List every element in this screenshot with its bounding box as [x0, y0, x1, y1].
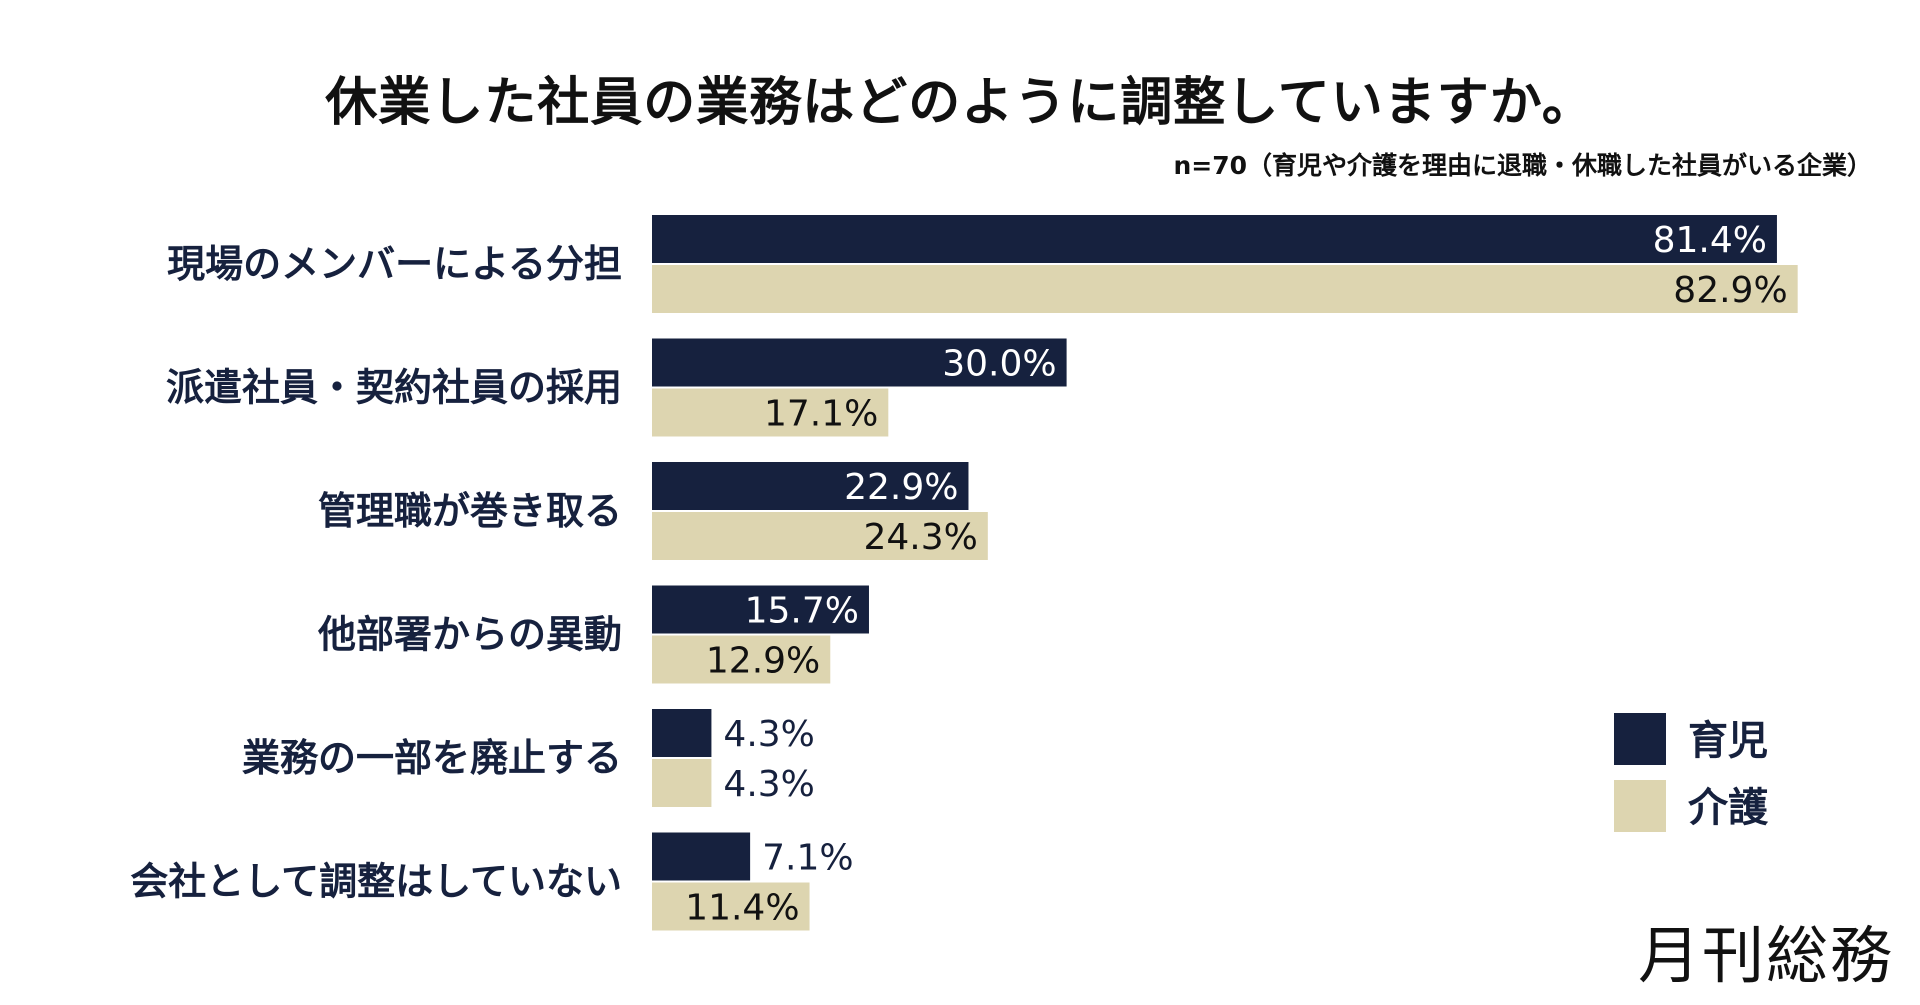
- legend-label: 介護: [1688, 785, 1769, 831]
- data-label: 11.4%: [685, 888, 799, 929]
- bar-kaigo: [652, 759, 711, 807]
- bar-ikuji: [652, 833, 750, 881]
- data-label: 81.4%: [1653, 220, 1767, 261]
- category-label: 業務の一部を廃止する: [242, 736, 622, 780]
- category-label: 派遣社員・契約社員の採用: [166, 366, 622, 410]
- data-label: 24.3%: [863, 517, 977, 558]
- data-label: 4.3%: [723, 764, 814, 805]
- category-label: 管理職が巻き取る: [318, 489, 622, 533]
- bar-kaigo: [652, 265, 1798, 313]
- bar-ikuji: [652, 215, 1777, 263]
- legend-swatch: [1614, 713, 1666, 765]
- data-label: 22.9%: [844, 467, 958, 508]
- category-label: 会社として調整はしていない: [130, 860, 622, 904]
- data-label: 12.9%: [706, 641, 820, 682]
- data-label: 30.0%: [942, 344, 1056, 385]
- data-label: 15.7%: [745, 591, 859, 632]
- legend-swatch: [1614, 780, 1666, 832]
- category-label: 現場のメンバーによる分担: [167, 242, 622, 286]
- data-label: 17.1%: [764, 394, 878, 435]
- bar-ikuji: [652, 709, 711, 757]
- data-label: 7.1%: [762, 838, 853, 879]
- bar-chart: 現場のメンバーによる分担 81.4% 82.9% 派遣社員・契約社員の採用 30.0% 1…: [0, 0, 1920, 1005]
- data-label: 82.9%: [1673, 270, 1787, 311]
- brand-logo: 月刊総務: [1638, 905, 1894, 995]
- legend-label: 育児: [1688, 718, 1768, 764]
- category-label: 他部署からの異動: [317, 613, 622, 657]
- data-label: 4.3%: [723, 714, 814, 755]
